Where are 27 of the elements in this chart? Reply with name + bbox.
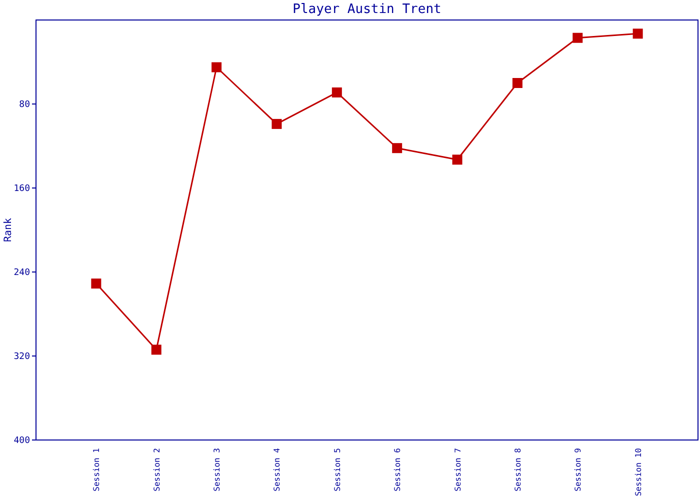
y-axis-title: Rank <box>3 218 14 242</box>
point <box>272 118 282 129</box>
y-tick-label: 320 <box>14 352 30 362</box>
y-tick-label: 400 <box>14 436 30 446</box>
y-tick-label: 80 <box>19 100 30 110</box>
x-tick-label: Session 4 <box>272 448 282 492</box>
point <box>212 62 222 72</box>
x-tick-label: Session 2 <box>152 448 162 492</box>
x-tick-label: Session 9 <box>574 448 583 492</box>
x-tick-label: Session 7 <box>453 448 462 492</box>
point <box>332 87 342 98</box>
point <box>452 154 462 165</box>
point <box>151 344 162 355</box>
point <box>392 143 402 154</box>
x-tick-label: Session 5 <box>332 448 342 492</box>
x-tick-label: Session 6 <box>393 448 402 492</box>
x-tick-label: Session 1 <box>92 448 102 492</box>
point <box>572 32 583 43</box>
y-tick-label: 160 <box>14 184 30 194</box>
point <box>91 278 102 289</box>
point <box>632 28 643 39</box>
y-tick-label: 240 <box>14 268 30 278</box>
point <box>512 78 522 88</box>
x-tick-label: Session 3 <box>212 448 222 492</box>
chart-title: Player Austin Trent <box>292 2 442 17</box>
x-tick-label: Session 10 <box>634 448 643 496</box>
x-tick-label: Session 8 <box>513 448 522 492</box>
